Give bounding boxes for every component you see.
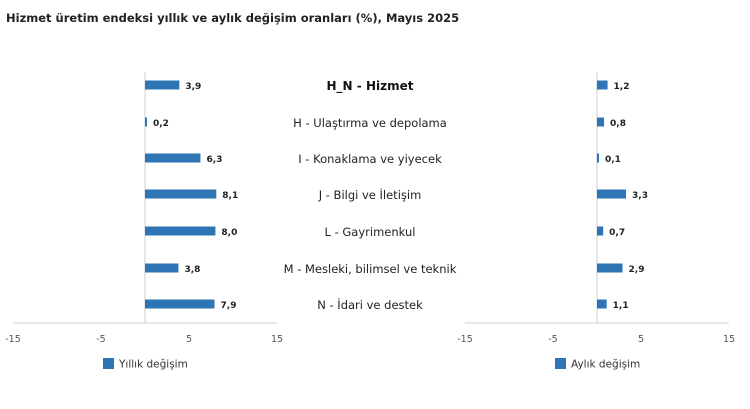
yearly-value-label: 6,3 <box>206 155 222 165</box>
yearly-value-label: 3,9 <box>185 82 201 92</box>
monthly-legend-label: Aylık değişim <box>571 359 640 371</box>
category-label: I - Konaklama ve yiyecek <box>298 152 442 166</box>
monthly-tick-label: -5 <box>548 334 557 345</box>
yearly-legend-swatch <box>103 358 114 369</box>
yearly-tick-label: 5 <box>186 334 192 345</box>
monthly-value-label: 2,9 <box>629 265 645 275</box>
monthly-bar <box>597 226 604 236</box>
monthly-tick-label: 5 <box>638 334 644 345</box>
monthly-bar <box>597 153 599 163</box>
monthly-value-label: 3,3 <box>632 191 648 201</box>
monthly-value-label: 0,1 <box>605 155 621 165</box>
monthly-value-label: 0,7 <box>609 228 625 238</box>
yearly-value-label: 8,1 <box>222 191 238 201</box>
monthly-bar <box>597 263 623 273</box>
yearly-tick-label: 15 <box>271 334 283 345</box>
yearly-bar <box>145 299 215 309</box>
yearly-bar <box>145 80 180 90</box>
panel-monthly: -15 -5 5 15 1,2 0,8 0,1 3,3 0,7 2,9 1,1 Aylık değiş… <box>457 72 735 371</box>
monthly-bar <box>597 299 607 309</box>
yearly-bar <box>145 117 147 127</box>
monthly-value-label: 0,8 <box>610 119 626 129</box>
monthly-bar <box>597 80 608 90</box>
yearly-value-label: 0,2 <box>153 119 169 129</box>
yearly-legend-label: Yıllık değişim <box>118 359 188 371</box>
monthly-value-label: 1,1 <box>613 301 629 311</box>
category-label: M - Mesleki, bilimsel ve teknik <box>284 262 457 276</box>
yearly-bar <box>145 189 217 199</box>
yearly-bar <box>145 263 179 273</box>
chart-title: Hizmet üretim endeksi yıllık ve aylık de… <box>6 11 460 25</box>
yearly-value-label: 8,0 <box>221 228 237 238</box>
yearly-tick-label: -15 <box>5 334 21 345</box>
yearly-value-label: 3,8 <box>184 265 200 275</box>
category-labels: H_N - Hizmet H - Ulaştırma ve depolama I -… <box>284 79 457 312</box>
monthly-bar <box>597 117 605 127</box>
monthly-value-label: 1,2 <box>614 82 630 92</box>
yearly-value-label: 7,9 <box>221 301 237 311</box>
yearly-bar <box>145 226 216 236</box>
yearly-bar <box>145 153 201 163</box>
category-label: J - Bilgi ve İletişim <box>318 187 422 202</box>
category-label: H - Ulaştırma ve depolama <box>293 116 447 130</box>
monthly-tick-label: -15 <box>457 334 473 345</box>
category-label: L - Gayrimenkul <box>325 225 416 239</box>
category-label: H_N - Hizmet <box>327 79 414 94</box>
monthly-tick-label: 15 <box>723 334 735 345</box>
monthly-legend-swatch <box>555 358 566 369</box>
panel-yearly: -15 -5 5 15 3,9 0,2 6,3 8,1 8,0 3,8 7,9 Yıllık deği… <box>5 72 283 371</box>
category-label: N - İdari ve destek <box>317 297 423 312</box>
yearly-tick-label: -5 <box>96 334 105 345</box>
monthly-bar <box>597 189 627 199</box>
